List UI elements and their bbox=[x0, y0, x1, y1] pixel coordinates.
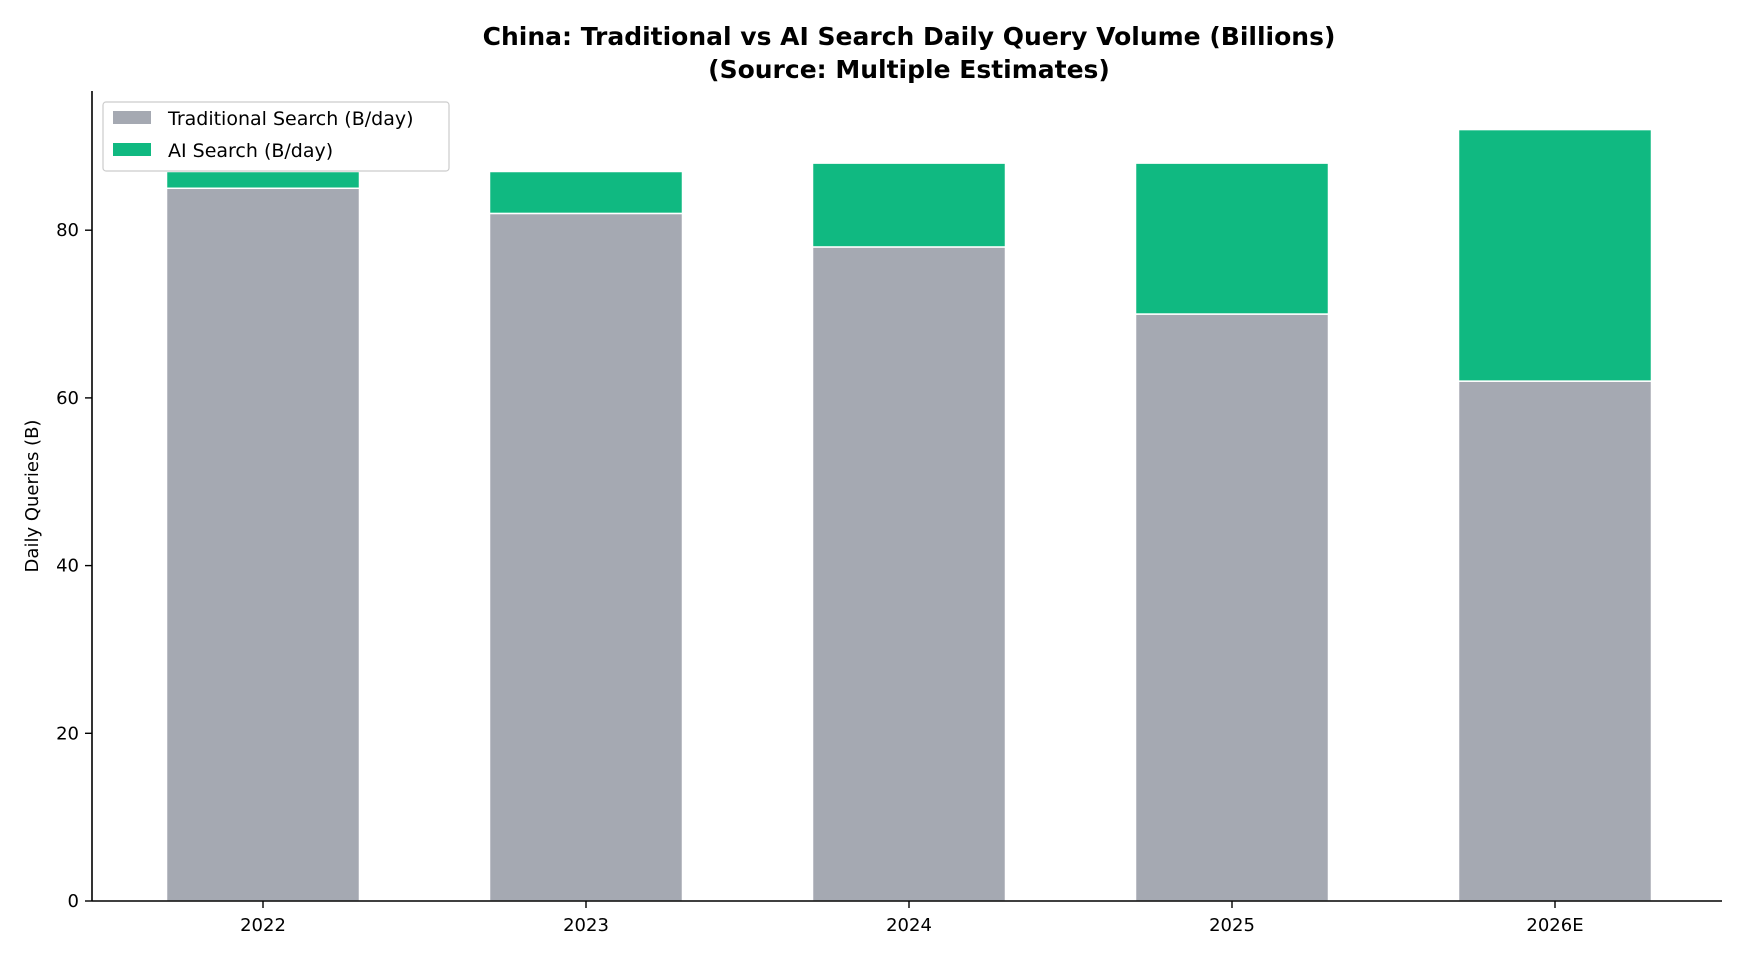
bar-ai-2026E bbox=[1457, 128, 1653, 382]
x-tick-label-2026E: 2026E bbox=[1526, 915, 1583, 936]
legend-label-ai: AI Search (B/day) bbox=[168, 140, 333, 162]
bar-ai-2025 bbox=[1134, 162, 1330, 315]
x-tick-label-2023: 2023 bbox=[563, 915, 609, 936]
bar-traditional-2022 bbox=[165, 187, 361, 902]
bar-ai-2023 bbox=[488, 170, 684, 215]
axes-layer: 0 20 40 60 80 2022 2023 2024 2025 2026E bbox=[56, 91, 1722, 936]
y-tick-label-40: 40 bbox=[56, 556, 79, 577]
legend-swatch-traditional bbox=[113, 111, 151, 124]
bar-traditional-2024 bbox=[811, 246, 1007, 902]
y-tick-label-80: 80 bbox=[56, 220, 79, 241]
bar-traditional-2023 bbox=[488, 212, 684, 902]
bar-ai-2022 bbox=[165, 170, 361, 190]
bar-traditional-2026E bbox=[1457, 380, 1653, 902]
y-tick-label-60: 60 bbox=[56, 388, 79, 409]
y-tick-label-20: 20 bbox=[56, 723, 79, 744]
x-tick-label-2025: 2025 bbox=[1209, 915, 1255, 936]
y-tick-label-0: 0 bbox=[68, 891, 79, 912]
bar-ai-2024 bbox=[811, 162, 1007, 248]
legend: Traditional Search (B/day) AI Search (B/… bbox=[102, 101, 450, 172]
bars-layer bbox=[165, 128, 1653, 902]
chart-title-line-2: (Source: Multiple Estimates) bbox=[708, 55, 1110, 84]
bar-traditional-2025 bbox=[1134, 313, 1330, 902]
y-axis-label: Daily Queries (B) bbox=[22, 420, 43, 573]
legend-label-traditional: Traditional Search (B/day) bbox=[167, 108, 414, 130]
legend-frame bbox=[102, 101, 450, 172]
x-tick-label-2022: 2022 bbox=[240, 915, 286, 936]
chart-title-line-1: China: Traditional vs AI Search Daily Qu… bbox=[483, 22, 1336, 51]
legend-swatch-ai bbox=[113, 143, 151, 156]
x-tick-label-2024: 2024 bbox=[886, 915, 932, 936]
